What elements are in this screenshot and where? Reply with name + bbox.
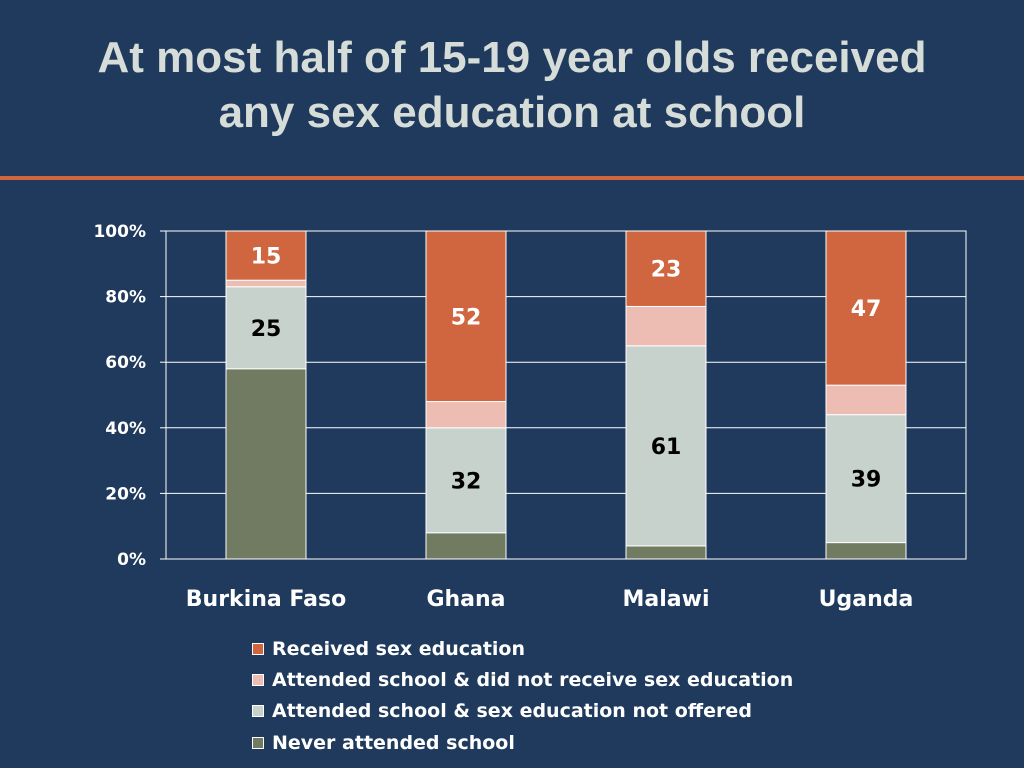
x-category-label: Malawi: [623, 587, 710, 612]
y-tick-label: 60%: [105, 353, 146, 373]
legend-label-not-offered: Attended school & sex education not offe…: [272, 700, 752, 723]
chart-legend: Received sex education Attended school &…: [252, 633, 793, 758]
y-tick-label: 80%: [105, 288, 146, 308]
bar-segment: [825, 384, 907, 416]
data-label: 15: [251, 245, 282, 270]
bar-segment: [825, 542, 907, 560]
bar-segment: [225, 279, 307, 288]
x-category-label: Ghana: [426, 587, 505, 612]
bar-segment: [825, 414, 907, 544]
title-line-1: At most half of 15-19 year olds received: [97, 33, 927, 82]
y-tick-label: 40%: [105, 419, 146, 439]
legend-swatch-attended-not-received: [252, 673, 264, 686]
title-divider: [0, 176, 1024, 180]
y-tick-label: 0%: [117, 550, 146, 570]
legend-swatch-never-attended: [252, 736, 264, 749]
legend-item-never-attended: Never attended school: [252, 727, 793, 758]
bar-segment: [625, 305, 707, 347]
legend-label-received: Received sex education: [272, 637, 526, 660]
data-label: 52: [451, 305, 482, 330]
title-line-2: any sex education at school: [218, 88, 806, 137]
bar-segment: [225, 368, 307, 560]
bar-segment: [825, 230, 907, 386]
bar-segment: [625, 545, 707, 560]
chart-title: At most half of 15-19 year olds received…: [0, 30, 1024, 140]
data-label: 32: [451, 469, 482, 494]
bar-segment: [625, 345, 707, 547]
data-label: 25: [251, 317, 282, 342]
bar-segment: [625, 230, 707, 307]
stacked-bar-chart: 0% 20% 40% 60% 80% 100% 25 15 Burkina Faso 32 52 Gh…: [93, 222, 967, 612]
y-tick-label: 100%: [93, 222, 146, 242]
legend-item-not-offered: Attended school & sex education not offe…: [252, 696, 793, 727]
data-label: 61: [651, 435, 682, 460]
data-label: 23: [651, 258, 682, 283]
bar-segment: [425, 532, 507, 560]
x-category-label: Uganda: [819, 587, 914, 612]
legend-label-never-attended: Never attended school: [272, 731, 515, 754]
legend-label-attended-not-received: Attended school & did not receive sex ed…: [272, 668, 794, 691]
legend-swatch-not-offered: [252, 705, 264, 718]
data-label: 39: [851, 468, 882, 493]
data-label: 47: [851, 297, 882, 322]
x-category-label: Burkina Faso: [186, 587, 346, 612]
bar-segment: [225, 230, 307, 281]
bar-segment: [425, 401, 507, 429]
legend-item-received: Received sex education: [252, 633, 793, 664]
bar-segment: [225, 286, 307, 370]
bar-segment: [425, 230, 507, 403]
y-tick-label: 20%: [105, 484, 146, 504]
bar-segment: [425, 427, 507, 534]
legend-item-attended-not-received: Attended school & did not receive sex ed…: [252, 664, 793, 695]
legend-swatch-received: [252, 642, 264, 655]
